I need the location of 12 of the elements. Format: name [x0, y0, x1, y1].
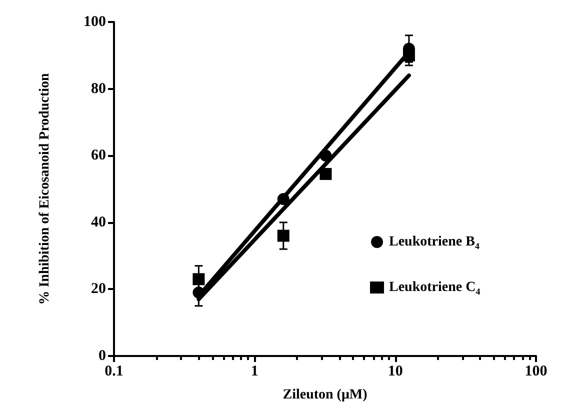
y-tick-label: 100 [84, 14, 106, 30]
y-tick-label: 60 [91, 148, 106, 164]
y-tick-label: 40 [91, 214, 106, 230]
x-tick-label: 1 [250, 364, 258, 380]
x-axis-title: Zileuton (μM) [282, 388, 368, 402]
x-tick-label: 0.1 [104, 364, 124, 380]
y-axis-title: % Inhibition of Eicosanoid Production [38, 73, 52, 305]
y-tick-label: 20 [91, 281, 106, 298]
y-tick-label: 80 [91, 80, 106, 97]
y-tick-label: 0 [98, 348, 106, 364]
x-tick-label: 100 [524, 364, 548, 380]
x-tick-label: 10 [388, 364, 403, 380]
